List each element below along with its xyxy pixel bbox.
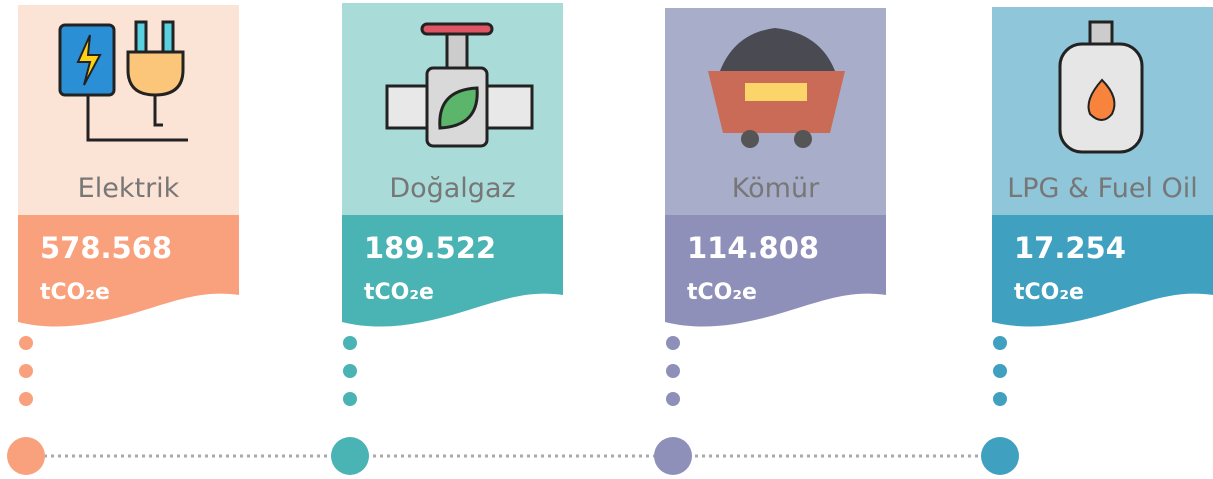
card-band: [992, 215, 1213, 327]
dot: [19, 392, 33, 406]
timeline-node: [7, 437, 45, 475]
icon-part: [76, 34, 102, 86]
icon: [708, 28, 845, 148]
icon-part: [720, 28, 835, 71]
timeline-node: [981, 437, 1019, 475]
item-unit: tCO₂e: [364, 280, 434, 305]
icon-part: [153, 95, 163, 127]
card: Doğalgaz 189.522 tCO₂e: [331, 3, 563, 475]
icon-part: [708, 71, 845, 133]
item-value: 17.254: [1014, 231, 1126, 265]
icon-part: [134, 20, 148, 54]
item-value: 114.808: [687, 231, 819, 265]
item-label: Elektrik: [78, 173, 180, 204]
icon-part: [1087, 78, 1116, 121]
card-band: [18, 215, 239, 327]
timeline-node: [331, 437, 369, 475]
card-band: [342, 215, 563, 327]
dot: [19, 364, 33, 378]
card: Elektrik 578.568 tCO₂e: [7, 5, 239, 475]
card-top: [18, 5, 239, 215]
dot: [343, 364, 357, 378]
dot: [993, 392, 1007, 406]
item-value: 189.522: [364, 231, 496, 265]
item-value: 578.568: [40, 231, 172, 265]
icon-part: [794, 130, 812, 148]
dot: [666, 392, 680, 406]
dot: [666, 336, 680, 350]
icon-part: [161, 20, 175, 54]
icon-part: [126, 50, 185, 97]
icon-part: [438, 86, 479, 130]
icon-part: [445, 32, 469, 70]
card: LPG & Fuel Oil 17.254 tCO₂e: [981, 7, 1213, 475]
item-unit: tCO₂e: [40, 280, 110, 305]
icon-part: [1088, 20, 1114, 46]
icon-part: [745, 83, 807, 101]
dot: [666, 364, 680, 378]
card-band: [665, 215, 886, 327]
icon: [58, 20, 188, 142]
item-label: Doğalgaz: [389, 173, 515, 204]
icon: [385, 22, 534, 148]
icon-part: [86, 95, 188, 142]
item-unit: tCO₂e: [687, 280, 757, 305]
item-label: LPG & Fuel Oil: [1007, 173, 1198, 204]
dot: [343, 336, 357, 350]
card: Kömür 114.808 tCO₂e: [654, 8, 886, 475]
dot: [343, 392, 357, 406]
timeline-node: [654, 437, 692, 475]
icon: [1058, 20, 1144, 154]
item-label: Kömür: [732, 173, 820, 204]
dot: [993, 336, 1007, 350]
item-unit: tCO₂e: [1014, 280, 1084, 305]
dot: [19, 336, 33, 350]
icon-part: [741, 130, 759, 148]
dot: [993, 364, 1007, 378]
